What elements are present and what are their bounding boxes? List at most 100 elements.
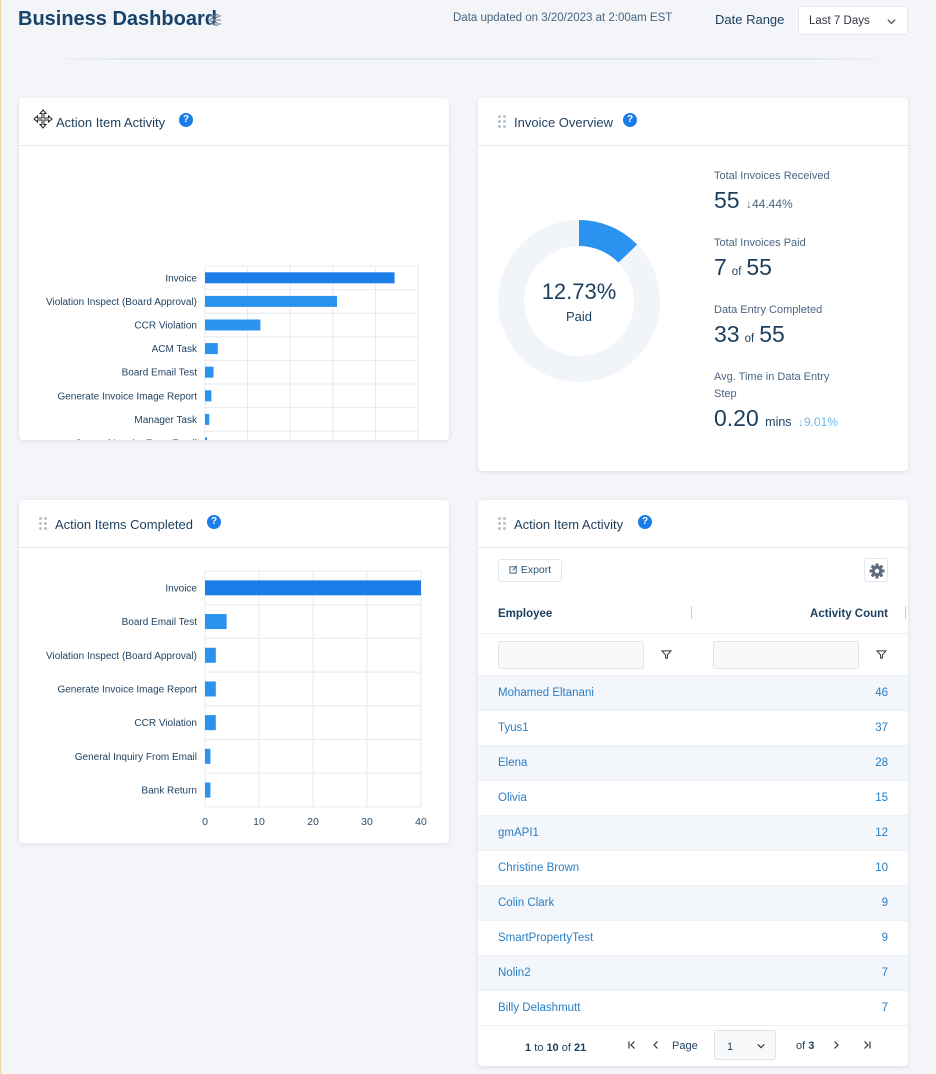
category-label: Bank Return [141, 786, 197, 797]
donut-percent: 12.73% [541, 279, 617, 304]
table-row[interactable]: Nolin2 7 [478, 955, 908, 990]
activity-count: 7 [881, 967, 888, 979]
date-range-value: Last 7 Days [809, 15, 870, 27]
category-label: CCR Violation [134, 718, 197, 729]
move-icon[interactable] [33, 109, 53, 129]
bar[interactable] [205, 437, 208, 441]
activity-count: 10 [875, 862, 888, 874]
page-count: of 3 [796, 1040, 814, 1052]
activity-count: 12 [875, 827, 888, 839]
header-divider [478, 633, 908, 634]
help-icon[interactable]: ? [638, 515, 652, 529]
avg-value: 0.20 [714, 405, 759, 431]
date-range-select[interactable]: Last 7 Days [798, 6, 908, 35]
export-button[interactable]: Export [498, 559, 562, 582]
employee-name: Elena [498, 757, 528, 769]
employee-name: Olivia [498, 792, 527, 804]
bar[interactable] [205, 647, 216, 663]
bar[interactable] [205, 614, 227, 630]
filter-icon[interactable] [661, 649, 672, 660]
previous-page-icon[interactable] [651, 1040, 661, 1050]
help-icon[interactable]: ? [179, 113, 193, 127]
filter-icon[interactable] [876, 649, 887, 660]
action-items-completed-card: Action Items Completed ? 0 10 20 30 40 Invoic… [19, 500, 449, 843]
settings-button[interactable] [864, 558, 888, 582]
card-header: Action Items Completed ? [19, 500, 449, 548]
category-label: General Inquiry From Email [75, 439, 197, 441]
paid-label: Total Invoices Paid [714, 237, 806, 249]
entry-of: of [744, 333, 755, 345]
x-tick-label: 20 [307, 816, 319, 828]
bar[interactable] [205, 390, 212, 402]
table-row[interactable]: Mohamed Eltanani 46 [478, 675, 908, 710]
table-row[interactable]: Elena 28 [478, 745, 908, 780]
x-tick-label: 40 [415, 816, 427, 828]
chevron-down-icon [757, 1043, 765, 1049]
pagination: 1 to 10 of 21 Page 1 of 3 [478, 1025, 908, 1065]
category-label: Invoice [165, 273, 197, 284]
bar[interactable] [205, 319, 261, 331]
drag-handle-icon[interactable] [498, 115, 506, 128]
bar[interactable] [205, 272, 395, 284]
employee-name: gmAPI1 [498, 827, 539, 839]
page-select[interactable]: 1 [714, 1030, 776, 1060]
employee-name: Mohamed Eltanani [498, 687, 594, 699]
card-title: Action Item Activity [56, 115, 166, 130]
card-header: Action Item Activity ? [478, 500, 908, 548]
table-row[interactable]: Christine Brown 10 [478, 850, 908, 885]
help-icon[interactable]: ? [623, 113, 637, 127]
chevron-down-icon [887, 19, 896, 25]
bar[interactable] [205, 295, 338, 307]
page-value: 1 [727, 1041, 734, 1053]
avg-label: Avg. Time in Data Entry [714, 371, 830, 383]
sliders-icon[interactable] [207, 12, 223, 28]
category-label: Board Email Test [122, 368, 198, 379]
entry-total: 55 [759, 321, 785, 347]
activity-count-filter-input[interactable] [713, 641, 859, 669]
employee-name: Christine Brown [498, 862, 580, 874]
bar[interactable] [205, 715, 216, 731]
column-resize-handle[interactable] [905, 606, 906, 619]
export-icon [509, 565, 518, 574]
table-row[interactable]: gmAPI1 12 [478, 815, 908, 850]
card-title: Action Item Activity [514, 517, 624, 532]
category-label: Manager Task [134, 415, 198, 426]
bar[interactable] [205, 748, 211, 764]
avg-label-2: Step [714, 388, 737, 400]
bar[interactable] [205, 580, 421, 596]
next-page-icon[interactable] [831, 1040, 841, 1050]
table-row[interactable]: Tyus1 37 [478, 710, 908, 745]
card-title: Invoice Overview [514, 115, 613, 130]
last-page-icon[interactable] [862, 1040, 872, 1050]
category-label: Generate Invoice Image Report [57, 391, 197, 402]
table-row[interactable]: Colin Clark 9 [478, 885, 908, 920]
bar[interactable] [205, 413, 210, 425]
action-item-activity-table-card: Action Item Activity ? Export Employee A… [478, 500, 908, 1066]
drag-handle-icon[interactable] [39, 517, 47, 530]
column-header-employee[interactable]: Employee [498, 608, 553, 620]
table-row[interactable]: SmartPropertyTest 9 [478, 920, 908, 955]
card-header: Action Item Activity ? [19, 98, 449, 146]
invoice-overview-card: Invoice Overview ? 12.73% Paid Total Inv… [478, 98, 908, 471]
row-to-word: to [534, 1042, 544, 1054]
table-row[interactable]: Olivia 15 [478, 780, 908, 815]
bar[interactable] [205, 343, 218, 355]
help-icon[interactable]: ? [207, 515, 221, 529]
action-item-activity-card: Action Item Activity ? 020406080100Invoi… [19, 98, 449, 440]
bar[interactable] [205, 366, 214, 378]
donut-sublabel: Paid [565, 309, 593, 324]
received-change: ↓44.44% [745, 197, 793, 211]
export-label: Export [520, 564, 552, 576]
column-resize-handle[interactable] [691, 606, 692, 619]
drag-handle-icon[interactable] [498, 517, 506, 530]
bar[interactable] [205, 681, 216, 697]
donut-paid-segment[interactable] [578, 220, 638, 264]
bar[interactable] [205, 782, 211, 798]
category-label: Violation Inspect (Board Approval) [46, 297, 197, 308]
category-label: Invoice [165, 583, 197, 594]
table-row[interactable]: Billy Delashmutt 7 [478, 990, 908, 1025]
first-page-icon[interactable] [627, 1040, 637, 1050]
employee-filter-input[interactable] [498, 641, 644, 669]
received-stat: 55 ↓44.44% [714, 187, 793, 214]
column-header-activity-count[interactable]: Activity Count [810, 608, 888, 620]
